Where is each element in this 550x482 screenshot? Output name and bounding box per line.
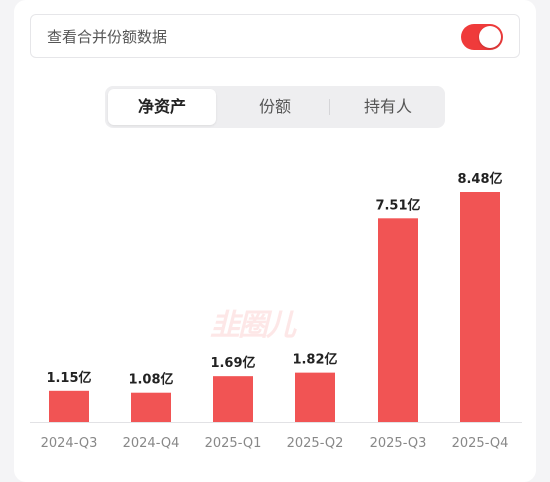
net-assets-bar-chart: 1.15亿 2024-Q3 1.08亿 2024-Q4 1.69亿 2025-Q1 1.82… — [30, 171, 522, 451]
tab-net-assets[interactable]: 净资产 — [108, 89, 216, 125]
toggle-knob — [479, 26, 501, 48]
bar-2024-Q3[interactable] — [49, 390, 89, 422]
tab-shares[interactable]: 份额 — [258, 97, 291, 116]
x-tick-label: 2025-Q3 — [370, 436, 427, 451]
tab-holders[interactable]: 持有人 — [363, 97, 412, 116]
data-label-2025-Q3: 7.51亿 — [375, 197, 420, 213]
data-label-2025-Q1: 1.69亿 — [210, 355, 255, 371]
bar-2025-Q1[interactable] — [213, 376, 253, 422]
merge-data-label: 查看合并份额数据 — [47, 28, 168, 46]
bar-2025-Q4[interactable] — [460, 192, 500, 422]
data-label-2024-Q4: 1.08亿 — [128, 372, 173, 388]
data-label-2024-Q3: 1.15亿 — [46, 370, 91, 386]
fund-card — [14, 0, 536, 482]
merge-data-row: 查看合并份额数据 — [30, 14, 520, 58]
metric-tabs: 净资产 份额 持有人 — [105, 86, 445, 128]
x-tick-label: 2025-Q2 — [287, 436, 344, 451]
tab-divider — [329, 99, 330, 115]
x-tick-label: 2024-Q3 — [41, 436, 98, 451]
watermark-logo: 韭圈儿 — [210, 308, 296, 343]
merge-data-toggle[interactable] — [461, 24, 503, 50]
x-tick-label: 2024-Q4 — [123, 436, 180, 451]
bar-2025-Q3[interactable] — [378, 218, 418, 422]
bar-2025-Q2[interactable] — [295, 372, 335, 422]
x-tick-label: 2025-Q4 — [452, 436, 509, 451]
bar-2024-Q4[interactable] — [131, 392, 171, 422]
x-tick-label: 2025-Q1 — [205, 436, 262, 451]
data-label-2025-Q2: 1.82亿 — [292, 352, 337, 368]
data-label-2025-Q4: 8.48亿 — [457, 171, 502, 187]
